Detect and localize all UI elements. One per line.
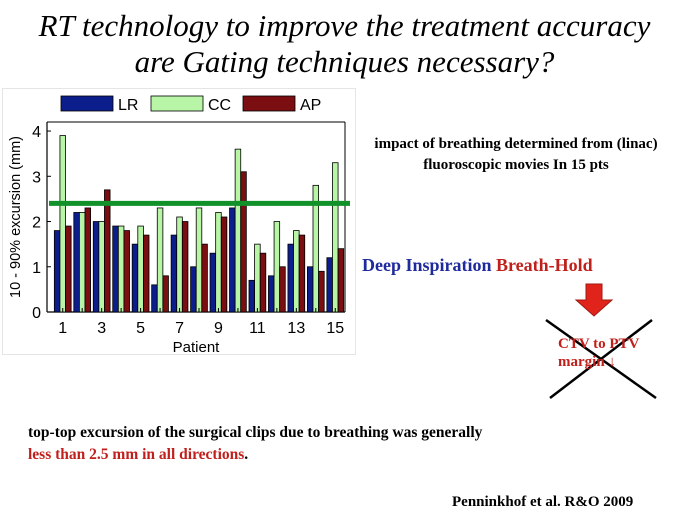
slide-title-line-2: are Gating techniques necessary? (134, 44, 555, 79)
x-tick-label: 13 (287, 320, 305, 337)
crossed-out-margin-graphic (545, 283, 657, 400)
bar-lr-patient-7 (170, 234, 178, 313)
bar-lr-patient-9 (209, 252, 217, 313)
reference-citation: Penninkhof et al. R&O 2009 (452, 494, 634, 510)
bar-ap-patient-14 (318, 270, 325, 313)
bar-cc-patient-10 (234, 148, 242, 313)
bar-cc-patient-11 (254, 243, 261, 313)
legend-label-cc: CC (208, 97, 231, 114)
y-tick-label: 1 (32, 260, 41, 277)
excursion-note-part-1: top-top excursion of the surgical clips … (28, 424, 483, 441)
excursion-note-highlight: less than 2.5 mm in all directions (28, 446, 245, 463)
bar-ap-patient-12 (279, 266, 286, 313)
bar-ap-patient-6 (162, 275, 169, 313)
bar-lr-patient-14 (306, 266, 314, 313)
bar-cc-patient-5 (137, 225, 144, 313)
bar-lr-patient-4 (112, 225, 119, 313)
bar-cc-patient-1 (59, 135, 66, 313)
legend-label-ap: AP (300, 97, 321, 114)
bar-cc-patient-2 (79, 212, 86, 313)
bar-ap-patient-9 (220, 216, 228, 313)
dibh-heading: Deep Inspiration Breath-Hold (362, 255, 593, 276)
down-arrow-icon (574, 283, 614, 317)
y-tick-label: 4 (32, 124, 41, 141)
bar-lr-patient-15 (326, 257, 333, 313)
x-tick-label: 9 (214, 320, 223, 337)
bar-cc-patient-7 (176, 216, 183, 313)
bar-lr-patient-1 (53, 230, 61, 313)
bar-lr-patient-12 (268, 275, 275, 313)
x-tick-label: 3 (97, 320, 106, 337)
bar-cc-patient-3 (98, 221, 105, 313)
x-tick-label: 1 (58, 320, 67, 337)
bar-lr-patient-3 (92, 221, 100, 313)
bar-cc-patient-9 (215, 212, 222, 313)
bar-ap-patient-11 (259, 252, 267, 313)
bar-cc-patient-12 (273, 221, 281, 313)
cross-line-2 (549, 319, 653, 399)
y-axis-label: 10 - 90% excursion (mm) (8, 136, 24, 298)
excursion-note-period: . (244, 446, 249, 463)
bar-ap-patient-10 (240, 171, 247, 313)
dibh-breath-hold: Breath-Hold (496, 255, 593, 275)
excursion-bar-chart: 0 1 2 3 4 10 - 90% excursion (mm) 1 3 5 7 9 11 13 15 P… (2, 88, 356, 355)
bar-lr-patient-13 (287, 243, 294, 313)
bar-ap-patient-5 (142, 234, 150, 313)
bar-cc-patient-6 (156, 207, 164, 313)
bar-ap-patient-7 (181, 221, 189, 313)
bar-lr-patient-11 (248, 279, 255, 313)
y-tick-label: 3 (32, 169, 41, 186)
bar-cc-patient-4 (117, 225, 125, 313)
x-tick-label: 15 (326, 320, 344, 337)
bar-lr-patient-6 (151, 284, 158, 313)
x-tick-label: 5 (136, 320, 145, 337)
bar-lr-patient-8 (190, 266, 197, 313)
bar-ap-patient-15 (337, 248, 345, 313)
x-axis-label: Patient (173, 339, 221, 354)
bar-cc-patient-13 (293, 230, 300, 313)
ctv-ptv-margin-note: CTV to PTV margin ↓ (558, 336, 640, 370)
x-tick-label: 11 (249, 320, 266, 337)
dibh-deep-inspiration: Deep Inspiration (362, 255, 492, 275)
legend-swatch-lr (60, 95, 114, 112)
y-tick-label: 0 (32, 305, 41, 322)
bar-ap-patient-3 (104, 189, 111, 313)
excursion-note: top-top excursion of the surgical clips … (28, 422, 608, 466)
bar-lr-patient-2 (73, 212, 80, 313)
bar-ap-patient-8 (201, 243, 208, 313)
legend-swatch-cc (150, 95, 204, 112)
y-tick-label: 2 (32, 215, 41, 232)
legend-label-lr: LR (118, 97, 138, 114)
bar-ap-patient-4 (123, 230, 130, 313)
bar-lr-patient-10 (229, 207, 236, 313)
bar-lr-patient-5 (131, 243, 139, 313)
bar-cc-patient-15 (332, 162, 339, 313)
legend-swatch-ap (242, 95, 296, 112)
bar-ap-patient-2 (84, 207, 91, 313)
bar-ap-patient-13 (298, 234, 306, 313)
x-tick-label: 7 (175, 320, 184, 337)
bar-cc-patient-8 (195, 207, 203, 313)
slide-title-line-1: RT technology to improve the treatment a… (38, 8, 651, 43)
bar-ap-patient-1 (65, 225, 72, 313)
impact-note: impact of breathing determined from (lin… (374, 136, 658, 173)
